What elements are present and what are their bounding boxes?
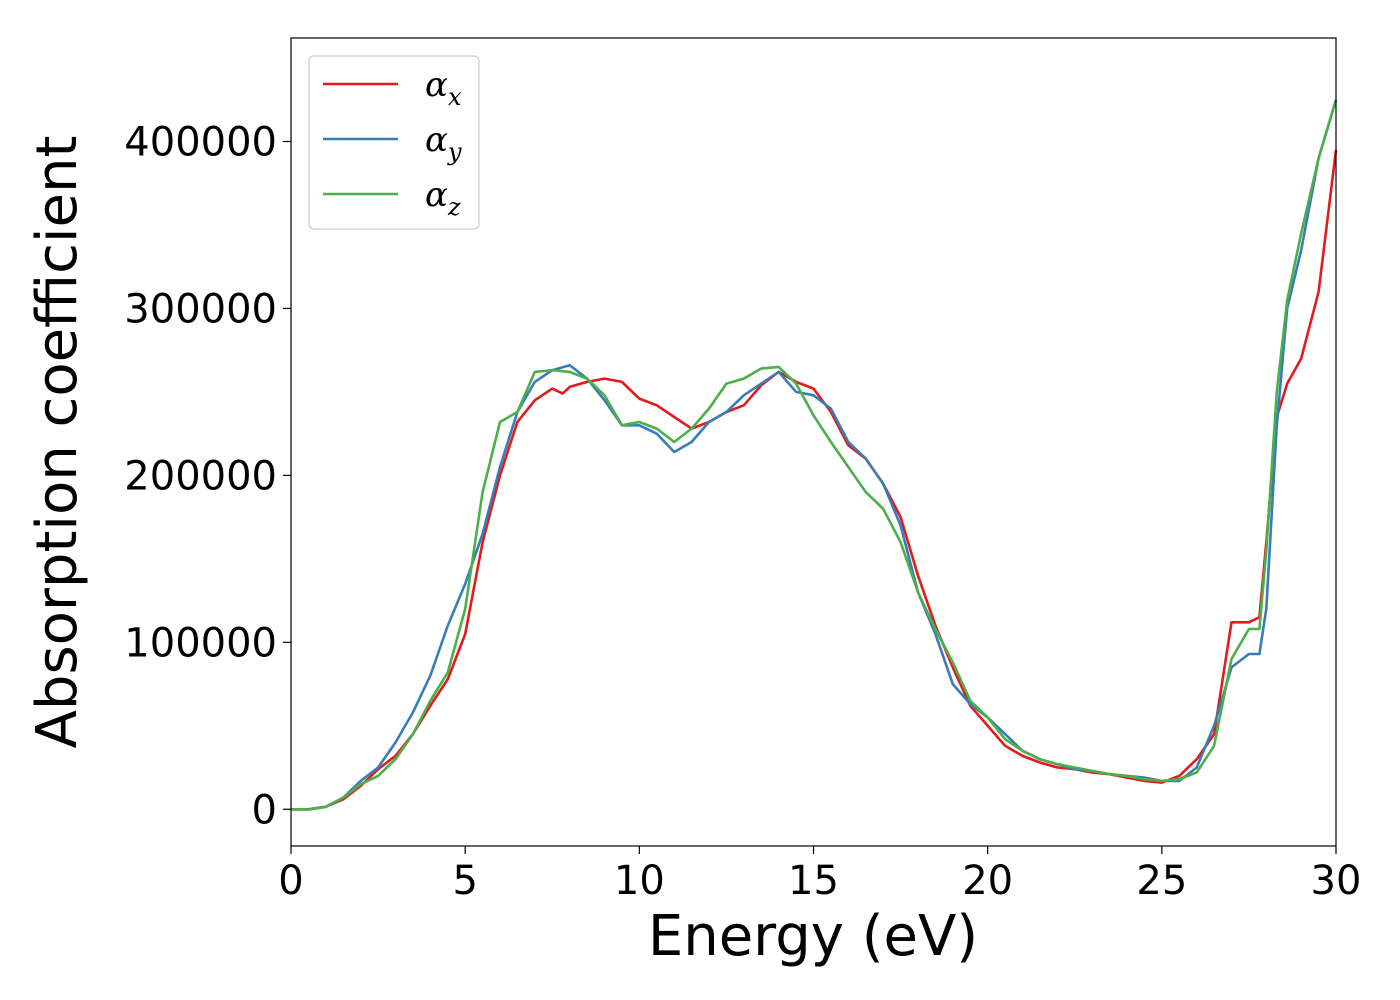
- legend-subscript: z: [447, 193, 461, 221]
- legend-label-z: αz: [425, 175, 461, 221]
- legend-subscript: x: [448, 83, 462, 111]
- series-lines: [291, 99, 1338, 811]
- x-tick-label: 20: [962, 858, 1013, 904]
- y-axis-title: Absorption coefficient: [25, 136, 90, 749]
- legend-symbol: α: [425, 175, 448, 215]
- x-axis-title: Energy (eV): [648, 904, 978, 969]
- y-axis: 0 100000 200000 300000 400000: [124, 120, 291, 833]
- y-tick-label: 300000: [124, 286, 277, 332]
- legend-label-y: αy: [425, 120, 462, 166]
- legend-symbol: α: [425, 120, 448, 160]
- x-tick-label: 15: [788, 858, 839, 904]
- x-tick-label: 30: [1311, 858, 1362, 904]
- y-tick-label: 400000: [124, 120, 277, 166]
- x-axis: 0 5 10 15 20 25 30: [278, 846, 1361, 904]
- legend-symbol: α: [425, 65, 448, 105]
- legend-label-x: αx: [425, 65, 462, 111]
- x-tick-label: 5: [452, 858, 477, 904]
- x-tick-label: 0: [278, 858, 303, 904]
- x-tick-label: 10: [614, 858, 665, 904]
- y-tick-label: 100000: [124, 620, 277, 666]
- legend-subscript: y: [447, 138, 462, 166]
- series-line-x: [291, 149, 1338, 811]
- y-tick-label: 0: [252, 787, 277, 833]
- legend-box: [308, 55, 480, 230]
- x-tick-label: 25: [1136, 858, 1187, 904]
- y-tick-label: 200000: [124, 453, 277, 499]
- series-line-z: [291, 99, 1338, 811]
